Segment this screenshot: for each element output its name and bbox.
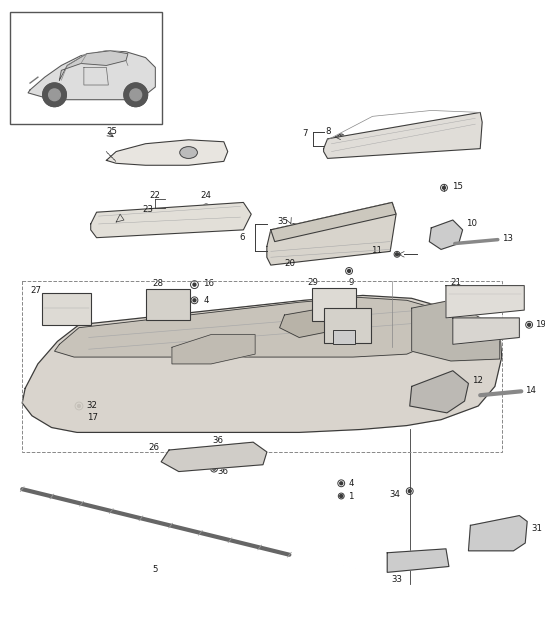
- Polygon shape: [429, 220, 463, 249]
- Circle shape: [396, 253, 398, 256]
- Text: 4: 4: [203, 296, 209, 305]
- Circle shape: [391, 334, 393, 337]
- Bar: [10, 11, 162, 124]
- Text: 1: 1: [348, 492, 354, 501]
- Circle shape: [43, 83, 66, 107]
- Text: 25: 25: [106, 127, 117, 136]
- Text: 9: 9: [348, 278, 354, 287]
- Polygon shape: [28, 51, 155, 100]
- Polygon shape: [387, 549, 449, 572]
- Circle shape: [443, 187, 445, 189]
- Bar: [22, 281, 502, 452]
- Circle shape: [391, 346, 393, 349]
- Circle shape: [49, 89, 60, 100]
- Text: 16: 16: [203, 279, 214, 288]
- Text: 36: 36: [217, 467, 228, 476]
- Text: 3: 3: [313, 345, 319, 354]
- Text: 4: 4: [348, 479, 354, 488]
- Circle shape: [322, 348, 325, 350]
- Text: 8: 8: [325, 126, 331, 136]
- Circle shape: [130, 89, 142, 100]
- Polygon shape: [54, 298, 441, 357]
- Polygon shape: [59, 51, 128, 80]
- Circle shape: [124, 83, 148, 107]
- Polygon shape: [90, 202, 251, 237]
- Polygon shape: [446, 286, 524, 318]
- Ellipse shape: [180, 147, 197, 158]
- Circle shape: [213, 467, 215, 470]
- Bar: [42, 293, 90, 325]
- Circle shape: [397, 560, 399, 563]
- Text: 19: 19: [399, 330, 410, 339]
- Text: 15: 15: [452, 182, 463, 192]
- Polygon shape: [22, 295, 502, 433]
- Text: 19: 19: [535, 320, 545, 329]
- Polygon shape: [271, 202, 396, 242]
- Circle shape: [193, 283, 196, 286]
- Circle shape: [205, 206, 208, 208]
- Circle shape: [77, 404, 81, 408]
- Text: 17: 17: [87, 413, 98, 422]
- Text: 28: 28: [153, 279, 164, 288]
- Bar: [334, 330, 355, 344]
- Text: 27: 27: [30, 286, 41, 295]
- Circle shape: [528, 323, 531, 326]
- Polygon shape: [411, 300, 500, 361]
- Text: 29: 29: [307, 278, 318, 287]
- Text: 18: 18: [434, 318, 445, 327]
- Text: 36: 36: [213, 436, 223, 445]
- Bar: [146, 288, 190, 320]
- Circle shape: [193, 299, 196, 302]
- Text: 24: 24: [201, 191, 211, 200]
- Text: 31: 31: [531, 524, 542, 533]
- Text: 12: 12: [473, 376, 483, 385]
- Text: 26: 26: [148, 443, 159, 452]
- Polygon shape: [172, 335, 255, 364]
- Circle shape: [293, 225, 296, 229]
- Text: 33: 33: [391, 575, 403, 583]
- Text: 35: 35: [277, 217, 289, 225]
- Text: 6: 6: [240, 233, 245, 242]
- Text: 14: 14: [525, 386, 536, 395]
- Circle shape: [159, 215, 162, 219]
- Text: 22: 22: [150, 191, 161, 200]
- Bar: [312, 288, 356, 321]
- Text: 7: 7: [302, 129, 307, 138]
- Polygon shape: [324, 112, 482, 158]
- Circle shape: [348, 269, 350, 273]
- Polygon shape: [161, 442, 267, 472]
- Text: 31: 31: [399, 345, 410, 354]
- Text: 34: 34: [389, 490, 400, 499]
- Polygon shape: [280, 308, 343, 337]
- Text: 20: 20: [284, 259, 295, 268]
- Text: 10: 10: [467, 219, 477, 229]
- Text: 11: 11: [371, 246, 383, 255]
- Polygon shape: [267, 202, 396, 265]
- Circle shape: [340, 136, 343, 138]
- Text: 30: 30: [319, 301, 330, 310]
- Text: 2: 2: [325, 323, 330, 332]
- Circle shape: [340, 494, 343, 497]
- Text: 13: 13: [502, 234, 513, 243]
- Polygon shape: [410, 371, 469, 413]
- Circle shape: [408, 490, 411, 492]
- Polygon shape: [453, 318, 519, 344]
- Text: 5: 5: [153, 565, 158, 574]
- Bar: [324, 308, 371, 344]
- Polygon shape: [469, 516, 527, 551]
- Text: 23: 23: [142, 205, 153, 214]
- Text: 32: 32: [87, 401, 98, 409]
- Text: 21: 21: [451, 278, 462, 287]
- Circle shape: [340, 482, 343, 485]
- Polygon shape: [106, 140, 228, 165]
